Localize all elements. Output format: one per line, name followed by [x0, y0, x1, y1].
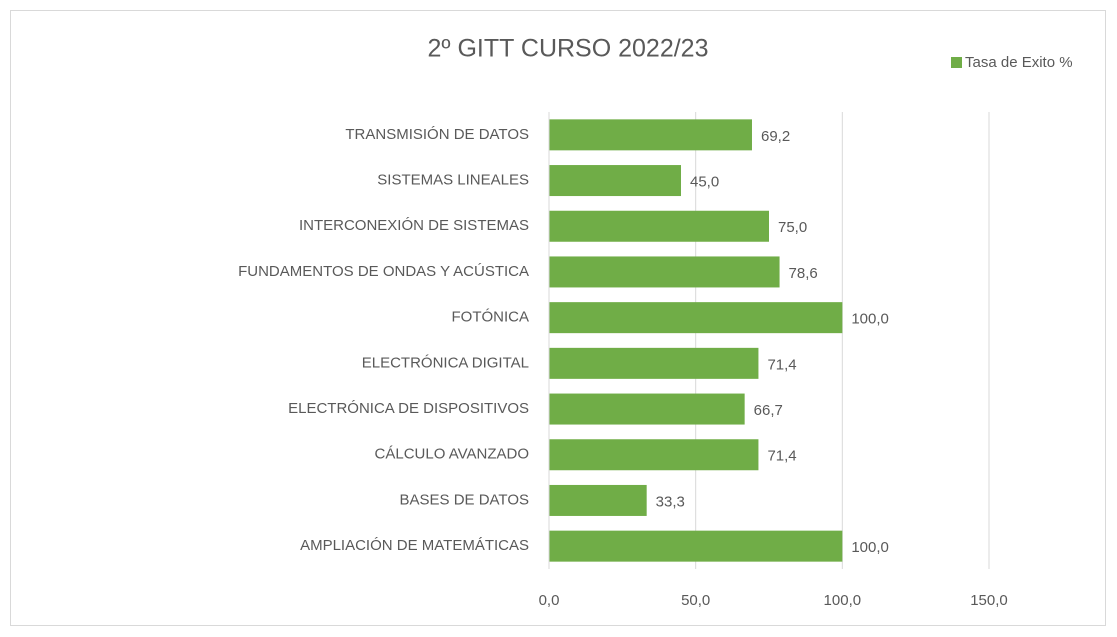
y-tick-label: CÁLCULO AVANZADO: [375, 446, 529, 463]
x-tick-label: 50,0: [681, 592, 710, 609]
value-label: 100,0: [851, 311, 889, 328]
value-label: 71,4: [767, 356, 796, 373]
value-label: 66,7: [754, 402, 783, 419]
bar: [549, 302, 843, 334]
bar: [549, 119, 752, 151]
bar: [549, 165, 681, 197]
y-tick-label: INTERCONEXIÓN DE SISTEMAS: [299, 217, 529, 234]
y-tick-label: ELECTRÓNICA DIGITAL: [362, 354, 529, 371]
value-label: 78,6: [789, 265, 818, 282]
bar: [549, 439, 759, 471]
bar: [549, 484, 647, 516]
y-tick-label: BASES DE DATOS: [400, 491, 530, 508]
value-label: 75,0: [778, 219, 807, 236]
value-label: 33,3: [656, 493, 685, 510]
value-label: 69,2: [761, 128, 790, 145]
bar: [549, 347, 759, 379]
y-tick-label: FUNDAMENTOS DE ONDAS Y ACÚSTICA: [238, 263, 529, 280]
y-tick-label: SISTEMAS LINEALES: [377, 172, 529, 189]
bar: [549, 393, 745, 425]
y-tick-label: ELECTRÓNICA DE DISPOSITIVOS: [288, 400, 529, 417]
value-label: 45,0: [690, 174, 719, 191]
y-tick-label: AMPLIACIÓN DE MATEMÁTICAS: [300, 537, 529, 554]
value-label: 71,4: [767, 448, 796, 465]
bar: [549, 210, 769, 242]
bar: [549, 256, 780, 288]
x-tick-label: 0,0: [539, 592, 560, 609]
y-tick-label: TRANSMISIÓN DE DATOS: [345, 126, 529, 143]
legend-swatch: [951, 57, 962, 68]
value-label: 100,0: [851, 539, 889, 556]
y-tick-label: FOTÓNICA: [452, 309, 530, 326]
x-tick-label: 100,0: [824, 592, 862, 609]
bar: [549, 530, 843, 562]
legend-label: Tasa de Exito %: [965, 54, 1073, 71]
x-tick-label: 150,0: [970, 592, 1008, 609]
chart-title: 2º GITT CURSO 2022/23: [427, 35, 708, 63]
